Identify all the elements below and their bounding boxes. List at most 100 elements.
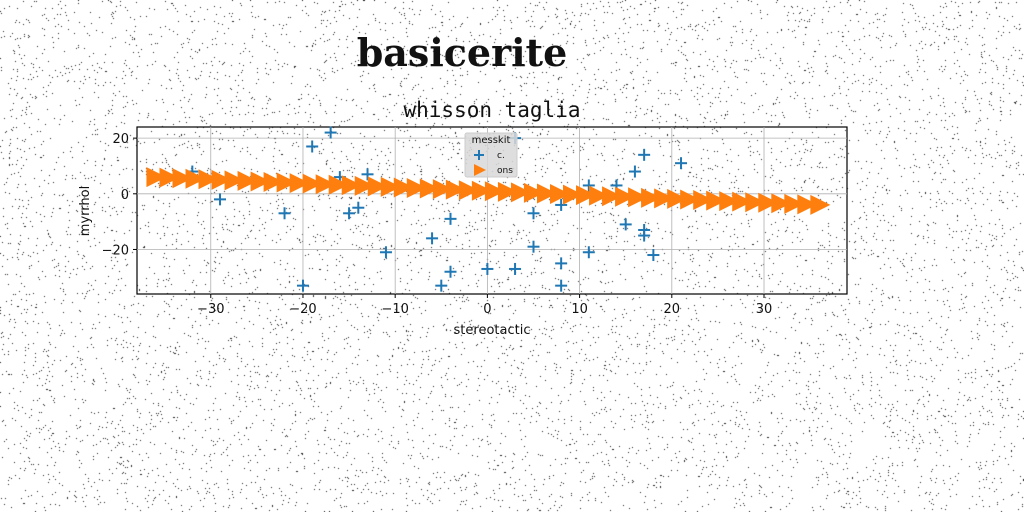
data-point-c bbox=[426, 232, 439, 245]
x-tick-label: −30 bbox=[197, 302, 224, 317]
legend-label-c: c. bbox=[497, 151, 505, 161]
series-ons-points bbox=[146, 167, 831, 215]
data-point-ons bbox=[510, 182, 531, 203]
x-axis-ticks: −30 −20 −10 0 10 20 30 bbox=[197, 294, 772, 317]
data-point-ons bbox=[224, 170, 245, 191]
data-point-c bbox=[444, 212, 457, 225]
data-point-c bbox=[582, 246, 595, 259]
data-point-ons bbox=[536, 183, 557, 204]
data-point-ons bbox=[211, 169, 232, 190]
data-point-c bbox=[379, 246, 392, 259]
x-tick-label: 0 bbox=[483, 302, 491, 317]
data-point-c bbox=[555, 257, 568, 270]
data-point-ons bbox=[654, 188, 675, 209]
data-point-ons bbox=[302, 173, 323, 194]
x-tick-label: 10 bbox=[571, 302, 588, 317]
data-point-ons bbox=[667, 188, 688, 209]
data-point-ons bbox=[602, 186, 623, 207]
data-point-c bbox=[555, 279, 568, 292]
data-point-ons bbox=[523, 182, 544, 203]
data-point-ons bbox=[393, 177, 414, 198]
legend: messkit c. ons bbox=[464, 132, 518, 178]
data-point-c bbox=[647, 249, 660, 262]
data-point-ons bbox=[615, 186, 636, 207]
data-point-c bbox=[619, 218, 632, 231]
data-point-ons bbox=[458, 180, 479, 201]
data-point-c bbox=[638, 148, 651, 161]
data-point-ons bbox=[758, 192, 779, 213]
data-point-ons bbox=[185, 168, 206, 189]
data-point-c bbox=[628, 165, 641, 178]
data-point-ons bbox=[471, 180, 492, 201]
data-point-ons bbox=[797, 194, 818, 215]
series-c-points bbox=[186, 126, 688, 292]
data-point-ons bbox=[380, 176, 401, 197]
data-point-c bbox=[278, 207, 291, 220]
data-point-ons bbox=[680, 189, 701, 210]
data-point-ons bbox=[784, 193, 805, 214]
data-point-c bbox=[527, 240, 540, 253]
legend-label-ons: ons bbox=[497, 166, 513, 176]
data-point-ons bbox=[706, 190, 727, 211]
data-point-ons bbox=[328, 174, 349, 195]
data-point-ons bbox=[237, 170, 258, 191]
data-point-ons bbox=[406, 178, 427, 199]
x-tick-label: 30 bbox=[756, 302, 773, 317]
figure-suptitle: basicerite bbox=[356, 30, 568, 75]
data-point-ons bbox=[589, 185, 610, 206]
y-tick-label: −20 bbox=[102, 243, 129, 258]
x-tick-label: −20 bbox=[289, 302, 316, 317]
data-point-ons bbox=[367, 176, 388, 197]
legend-title: messkit bbox=[472, 135, 511, 146]
plot-area bbox=[136, 126, 848, 295]
data-point-c bbox=[296, 279, 309, 292]
chart-title: whisson taglia bbox=[403, 98, 580, 122]
x-axis-label: stereotactic bbox=[454, 323, 531, 338]
legend-marker-c bbox=[474, 150, 484, 160]
y-tick-label: 20 bbox=[112, 132, 129, 147]
data-point-ons bbox=[484, 181, 505, 202]
data-point-ons bbox=[576, 185, 597, 206]
data-point-ons bbox=[745, 192, 766, 213]
x-tick-label: −10 bbox=[381, 302, 408, 317]
x-tick-label: 20 bbox=[664, 302, 681, 317]
data-point-c bbox=[435, 279, 448, 292]
y-axis-ticks: −20 0 20 bbox=[102, 132, 137, 258]
data-point-ons bbox=[250, 171, 271, 192]
data-point-c bbox=[509, 262, 522, 275]
data-point-ons bbox=[276, 172, 297, 193]
y-tick-label: 0 bbox=[121, 188, 129, 203]
y-axis-label: myrrhol bbox=[78, 186, 93, 236]
data-point-c bbox=[555, 198, 568, 211]
data-point-c bbox=[481, 262, 494, 275]
data-point-c bbox=[527, 207, 540, 220]
data-point-ons bbox=[563, 184, 584, 205]
data-point-ons bbox=[341, 175, 362, 196]
data-point-ons bbox=[315, 174, 336, 195]
data-point-ons bbox=[497, 181, 518, 202]
data-point-ons bbox=[628, 187, 649, 208]
data-point-ons bbox=[810, 194, 831, 215]
data-point-c bbox=[343, 207, 356, 220]
data-point-ons bbox=[549, 184, 570, 205]
data-point-ons bbox=[732, 191, 753, 212]
data-point-ons bbox=[172, 168, 193, 189]
data-point-c bbox=[675, 157, 688, 170]
data-point-ons bbox=[771, 193, 792, 214]
data-point-ons bbox=[641, 187, 662, 208]
data-point-c bbox=[638, 229, 651, 242]
data-point-c bbox=[213, 193, 226, 206]
data-point-c bbox=[352, 201, 365, 214]
data-point-ons bbox=[159, 167, 180, 188]
data-point-c bbox=[306, 140, 319, 153]
data-point-c bbox=[324, 126, 337, 139]
data-point-ons bbox=[263, 172, 284, 193]
data-point-ons bbox=[146, 167, 167, 188]
data-point-ons bbox=[419, 178, 440, 199]
data-point-ons bbox=[198, 169, 219, 190]
data-point-c bbox=[444, 265, 457, 278]
data-point-ons bbox=[693, 190, 714, 211]
legend-marker-ons bbox=[474, 164, 486, 176]
